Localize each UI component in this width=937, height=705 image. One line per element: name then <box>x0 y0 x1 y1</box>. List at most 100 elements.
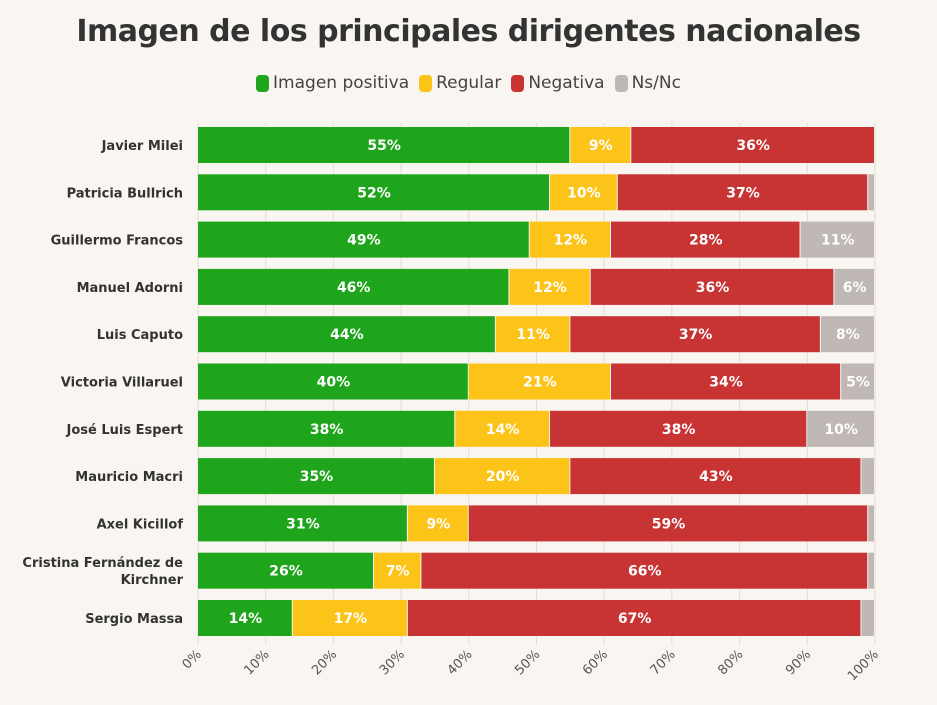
legend-swatch <box>419 74 433 92</box>
x-tick-label: 60% <box>580 647 611 678</box>
bar-segment <box>374 552 421 589</box>
x-tick-label: 30% <box>377 647 408 678</box>
category-label: Cristina Fernández de <box>22 556 183 571</box>
data-label: 36% <box>696 280 730 296</box>
bar-segment <box>198 127 570 163</box>
x-tick-label: 40% <box>445 647 476 678</box>
data-label: 6% <box>843 280 867 296</box>
data-label: 10% <box>567 185 601 201</box>
bar-segment <box>455 410 550 447</box>
bar-segment <box>198 410 455 447</box>
legend-swatch <box>614 74 628 92</box>
category-label: Sergio Massa <box>85 612 183 627</box>
legend-label: Negativa <box>528 73 605 93</box>
bar-segment <box>529 221 610 258</box>
legend-label: Imagen positiva <box>273 73 410 93</box>
bar-segment <box>550 174 617 211</box>
data-label: 52% <box>357 185 391 201</box>
x-tick-label: 100% <box>845 647 882 684</box>
bar-segment <box>495 316 570 353</box>
data-label: 8% <box>836 327 860 343</box>
category-label: Mauricio Macri <box>75 470 183 485</box>
bar-segment <box>407 600 861 636</box>
x-tick-label: 50% <box>512 647 543 678</box>
bar-segment <box>198 600 292 636</box>
data-label: 9% <box>589 138 613 154</box>
bar-segment <box>631 127 874 163</box>
data-label: 5% <box>846 375 870 391</box>
bar-segment <box>868 174 874 211</box>
category-label: Guillermo Francos <box>51 234 184 249</box>
data-label: 12% <box>554 233 588 249</box>
data-label: 12% <box>533 280 567 296</box>
bar-segment <box>610 363 841 400</box>
data-label: 14% <box>229 611 263 627</box>
category-label: Luis Caputo <box>97 328 183 343</box>
legend-item: Negativa <box>511 73 605 93</box>
bar-segment <box>570 458 861 495</box>
bar-segment <box>861 600 874 636</box>
bar-segment <box>468 505 868 542</box>
data-label: 67% <box>618 611 652 627</box>
data-label: 10% <box>824 422 858 438</box>
bar-segment <box>198 316 495 353</box>
data-label: 43% <box>699 469 733 485</box>
bar-segment <box>434 458 570 495</box>
bar-segment <box>617 174 868 211</box>
data-label: 49% <box>347 233 381 249</box>
category-label: Javier Milei <box>101 139 183 154</box>
bar-segment <box>198 221 529 258</box>
data-label: 44% <box>330 327 364 343</box>
bar-segment <box>407 505 468 542</box>
data-label: 46% <box>337 280 371 296</box>
bar-segment <box>807 410 874 447</box>
category-label: Victoria Villaruel <box>61 376 183 391</box>
bar-segment <box>868 552 874 589</box>
bar-segment <box>570 127 631 163</box>
data-label: 28% <box>689 233 723 249</box>
x-tick-label: 0% <box>180 647 205 672</box>
data-label: 31% <box>286 516 320 532</box>
chart-title: Imagen de los principales dirigentes nac… <box>76 14 861 49</box>
bar-segment <box>550 410 807 447</box>
category-label: Axel Kicillof <box>97 517 184 532</box>
legend: Imagen positiva Regular Negativa Ns/Nc <box>0 73 937 93</box>
bar-segment <box>841 363 874 400</box>
data-label: 7% <box>386 564 410 580</box>
x-tick-label: 70% <box>648 647 679 678</box>
legend-label: Regular <box>436 73 502 93</box>
bar-segment <box>590 268 834 305</box>
bar-segment <box>198 505 407 542</box>
data-label: 9% <box>426 516 450 532</box>
category-label: Manuel Adorni <box>77 281 183 296</box>
x-tick-label: 20% <box>309 647 340 678</box>
data-label: 38% <box>310 422 344 438</box>
x-tick-label: 80% <box>715 647 746 678</box>
legend-item: Imagen positiva <box>256 73 409 93</box>
bar-segment <box>834 268 874 305</box>
legend-label: Ns/Nc <box>631 73 681 93</box>
data-label: 26% <box>269 564 303 580</box>
data-label: 35% <box>300 469 334 485</box>
bar-segment <box>421 552 868 589</box>
bar-segment <box>198 458 434 495</box>
data-label: 55% <box>367 138 401 154</box>
data-label: 14% <box>486 422 520 438</box>
data-label: 37% <box>726 185 760 201</box>
bar-segment <box>800 221 874 258</box>
bar-segment <box>198 174 550 211</box>
legend-swatch <box>256 74 270 92</box>
bar-segment <box>198 268 509 305</box>
legend-item: Ns/Nc <box>614 73 681 93</box>
data-label: 21% <box>523 375 557 391</box>
data-label: 37% <box>679 327 713 343</box>
data-label: 40% <box>317 375 351 391</box>
data-label: 20% <box>486 469 520 485</box>
data-label: 11% <box>821 233 855 249</box>
bar-segment <box>198 363 468 400</box>
legend-swatch <box>511 74 525 92</box>
category-label: José Luis Espert <box>66 423 183 438</box>
data-label: 66% <box>628 564 662 580</box>
data-label: 59% <box>652 516 686 532</box>
x-tick-label: 90% <box>783 647 814 678</box>
